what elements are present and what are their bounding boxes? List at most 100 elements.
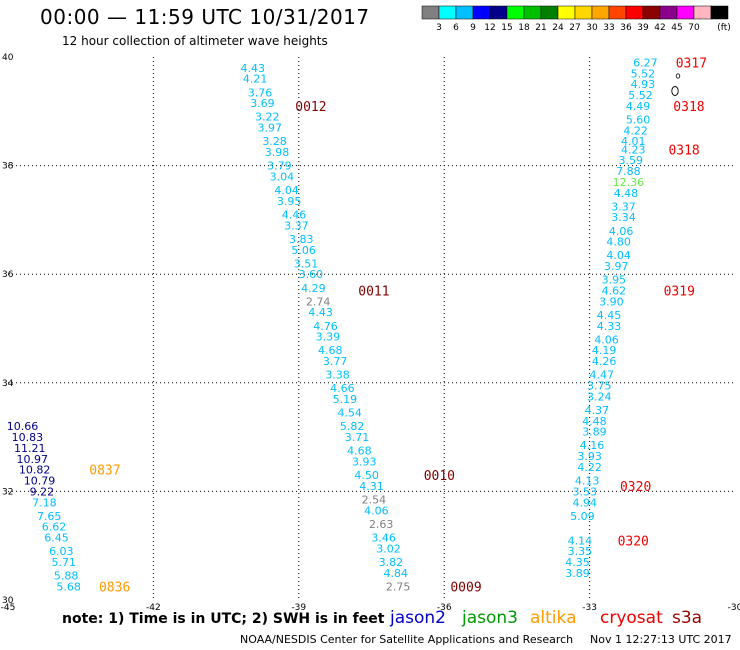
chart-axes: -45 -42 -39 -36 -33 -30 30 32 34 36 38 40: [1, 53, 740, 613]
wave-height-label: 7.65: [37, 510, 62, 523]
marker-ring: [671, 86, 679, 96]
wave-height-label: 5.52: [628, 89, 653, 102]
wave-height-label: 3.04: [270, 170, 295, 183]
generated-timestamp: Nov 1 12:27:13 UTC 2017: [590, 633, 732, 646]
wave-height-label: 3.38: [325, 369, 350, 382]
wave-height-label: 4.35: [565, 556, 590, 569]
wave-height-label: 5.06: [291, 244, 316, 257]
wave-height-label: 3.93: [577, 450, 602, 463]
wave-height-label: 3.76: [248, 86, 273, 99]
time-annotations: 0012 0011 0010 0009 0837 0836 0317 0318 0318 0319…: [89, 56, 707, 595]
wave-height-label: 6.27: [633, 56, 658, 69]
wave-height-label: 4.16: [580, 439, 605, 452]
colorbar-segment: [438, 5, 457, 20]
colorbar-segment: [472, 5, 491, 20]
pass-time-label: 0009: [450, 580, 481, 595]
colorbar-segment: [642, 5, 661, 20]
colorbar-label: 24: [552, 23, 564, 33]
wave-height-label: 4.62: [602, 284, 627, 297]
colorbar-label: 42: [654, 23, 665, 33]
legend-s3a: s3a: [672, 608, 703, 628]
colorbar-label: 6: [453, 23, 459, 33]
wave-height-label: 4.94: [573, 496, 598, 509]
colorbar-label: 12: [484, 23, 495, 33]
wave-height-label: 4.13: [575, 475, 600, 488]
x-tick-label: -36: [437, 603, 452, 613]
wave-height-label: 4.84: [383, 567, 408, 580]
wave-height-label: 5.09: [570, 510, 595, 523]
colorbar-segment: [455, 5, 474, 20]
wave-height-label: 4.43: [308, 306, 333, 319]
wave-height-label: 3.39: [316, 331, 341, 344]
pass-time-label: 0318: [668, 143, 699, 158]
wave-height-label: 4.22: [577, 461, 602, 474]
colorbar-segment: [506, 5, 525, 20]
wave-height-label: 3.46: [371, 532, 396, 545]
wave-height-label: 2.63: [369, 518, 394, 531]
colorbar-segment: [421, 5, 440, 20]
wave-height-label: 3.51: [294, 257, 319, 270]
wave-height-label: 4.04: [606, 249, 631, 262]
wave-height-label: 5.19: [333, 393, 358, 406]
colorbar-label: 9: [470, 23, 476, 33]
chart-grid: [8, 57, 735, 600]
wave-height-label: 5.68: [56, 580, 81, 593]
wave-height-label: 7.18: [32, 496, 57, 509]
colorbar-segment: [540, 5, 559, 20]
wave-height-label: 3.60: [299, 268, 324, 281]
colorbar-label: 27: [569, 23, 580, 33]
pass-time-label: 0320: [620, 480, 651, 495]
page-title: 00:00 — 11:59 UTC 10/31/2017: [40, 5, 370, 29]
colorbar-segment: [676, 5, 695, 20]
wave-height-label: 12.36: [613, 176, 645, 189]
wave-height-label: 3.89: [582, 426, 607, 439]
x-tick-label: -33: [582, 603, 597, 613]
wave-height-label: 4.21: [243, 73, 268, 86]
wave-height-label: 10.66: [7, 420, 39, 433]
wave-height-label: 5.88: [54, 570, 79, 583]
wave-height-label: 5.82: [340, 420, 365, 433]
wave-height-label: 4.80: [606, 236, 631, 249]
wave-height-label: 4.68: [318, 344, 343, 357]
wave-height-label: 3.95: [602, 274, 627, 287]
colorbar-label: 30: [586, 23, 598, 33]
wave-height-label: 11.21: [14, 442, 46, 455]
wave-height-label: 3.02: [376, 542, 401, 555]
legend-altika: altika: [530, 608, 577, 628]
wave-height-label: 3.82: [379, 556, 404, 569]
wave-height-label: 3.79: [267, 160, 292, 173]
wave-height-label: 10.83: [12, 431, 44, 444]
wave-height-label: 4.43: [241, 62, 266, 75]
wave-height-label: 4.37: [585, 404, 610, 417]
wave-height-label: 4.49: [626, 100, 651, 113]
colorbar-label: 15: [501, 23, 512, 33]
wave-height-label: 6.45: [44, 532, 69, 545]
wave-height-label: 3.53: [573, 485, 598, 498]
colorbar-label: 70: [688, 23, 700, 33]
wave-height-label: 3.90: [599, 295, 624, 308]
pass-time-label: 0320: [618, 534, 649, 549]
wave-height-label: 7.88: [616, 165, 641, 178]
colorbar-segment: [557, 5, 576, 20]
wave-height-label: 4.22: [623, 124, 648, 137]
wave-height-label: 3.97: [604, 260, 629, 273]
colorbar-segment: [710, 5, 729, 20]
legend-jason3: jason3: [462, 608, 518, 628]
pass-time-label: 0317: [676, 56, 707, 71]
y-tick-label: 32: [2, 487, 13, 497]
wave-height-label: 3.93: [352, 456, 377, 469]
pass-time-label: 0318: [673, 100, 704, 115]
wave-height-label: 5.71: [51, 556, 76, 569]
wave-height-label: 4.04: [274, 184, 299, 197]
wave-height-label: 4.19: [592, 344, 617, 357]
wave-height-label: 4.33: [597, 320, 622, 333]
pass-time-label: 0012: [295, 100, 326, 115]
wave-height-label: 2.75: [386, 580, 411, 593]
x-tick-label: -39: [291, 603, 306, 613]
wave-height-label: 3.24: [587, 390, 612, 403]
wave-height-label: 3.75: [587, 380, 612, 393]
wave-height-label: 10.79: [24, 475, 56, 488]
x-tick-label: -42: [146, 603, 161, 613]
colorbar-segment: [574, 5, 593, 20]
